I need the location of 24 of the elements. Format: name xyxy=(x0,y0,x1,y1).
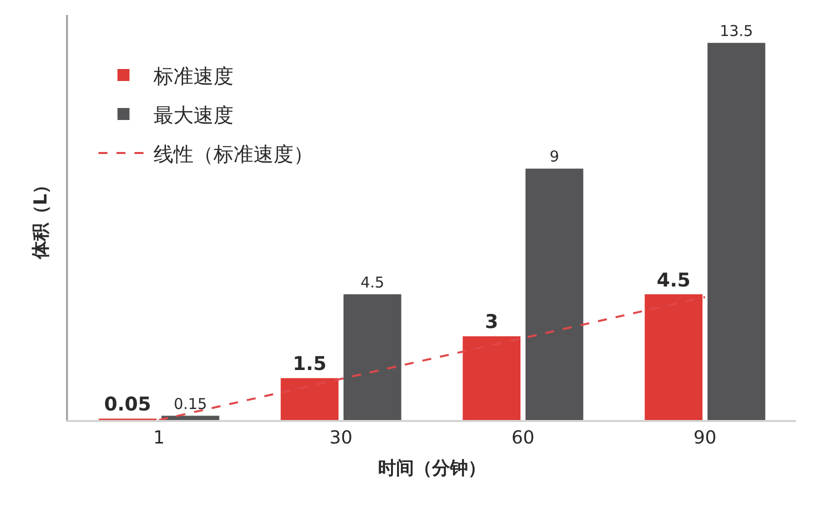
x-tick-label: 60 xyxy=(512,428,534,449)
y-axis-title: 体积（L） xyxy=(30,176,52,260)
bar xyxy=(462,336,520,420)
x-tick-label: 90 xyxy=(694,428,716,449)
legend-label: 标准速度 xyxy=(152,64,234,88)
bar xyxy=(644,294,702,420)
data-label: 4.5 xyxy=(360,273,384,292)
data-label: 0.05 xyxy=(104,394,152,416)
data-label: 0.15 xyxy=(174,394,208,413)
legend-label: 最大速度 xyxy=(153,102,234,127)
x-axis-title: 时间（分钟） xyxy=(378,458,486,480)
x-tick-label: 1 xyxy=(153,428,165,449)
data-label: 3 xyxy=(484,311,498,334)
bar xyxy=(280,378,338,420)
bar xyxy=(526,168,584,420)
bar xyxy=(708,42,766,420)
data-label: 1.5 xyxy=(292,353,326,376)
bar xyxy=(162,416,220,420)
data-label: 9 xyxy=(550,148,560,166)
data-label: 13.5 xyxy=(720,22,754,40)
x-tick-label: 30 xyxy=(330,428,352,449)
bar xyxy=(344,294,402,420)
legend-label: 线性（标准速度） xyxy=(153,142,314,166)
data-label: 4.5 xyxy=(656,269,690,292)
